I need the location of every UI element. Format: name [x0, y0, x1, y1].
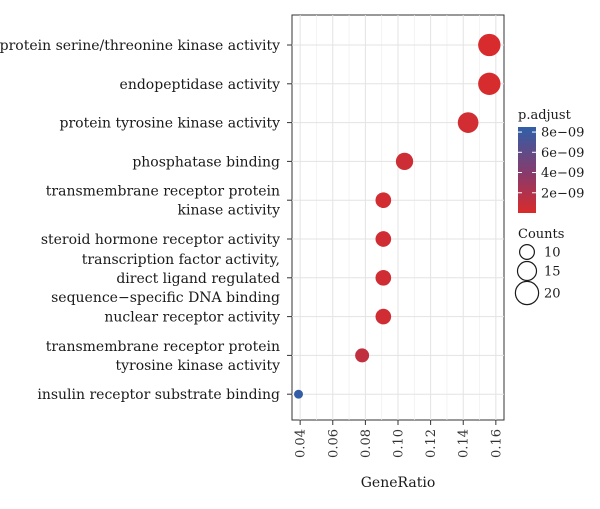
- data-points: [294, 33, 501, 399]
- data-point: [457, 112, 479, 133]
- size-legend-label: 15: [544, 265, 561, 280]
- data-point: [294, 389, 303, 399]
- x-axis-ticks: 0.04 0.06 0.08 0.10 0.12 0.14 0.16: [294, 420, 504, 458]
- category-label: kinase activity: [178, 203, 281, 219]
- x-gridlines: [299, 15, 497, 420]
- category-label: nuclear receptor activity: [104, 310, 280, 326]
- data-point: [395, 152, 414, 171]
- data-point: [478, 33, 501, 57]
- category-label: sequence−specific DNA binding: [51, 290, 280, 306]
- size-legend-label: 10: [544, 246, 561, 261]
- category-label: transcription factor activity,: [82, 252, 280, 268]
- category-label: endopeptidase activity: [120, 77, 281, 93]
- size-legend-circle: [518, 244, 535, 261]
- category-label: direct ligand regulated: [116, 271, 280, 287]
- x-tick-label: 0.12: [424, 429, 439, 458]
- category-label: phosphatase binding: [132, 154, 280, 170]
- data-point: [375, 231, 392, 247]
- category-label: steroid hormone receptor activity: [41, 232, 280, 248]
- color-bar-label: 8e−09: [541, 126, 584, 141]
- color-legend: p.adjust 8e−09 6e−09 4e−09 2e−09: [518, 108, 584, 213]
- category-labels: protein serine/threonine kinase activity…: [0, 38, 280, 403]
- data-point: [478, 72, 501, 95]
- size-legend-title: Counts: [518, 227, 564, 242]
- size-legend: Counts 10 15 20: [514, 227, 564, 306]
- category-label: transmembrane receptor protein: [46, 184, 280, 200]
- y-tick-marks: [287, 44, 292, 395]
- size-legend-items: 10 15 20: [514, 244, 561, 306]
- size-legend-label: 20: [544, 287, 561, 302]
- category-label: insulin receptor substrate binding: [37, 387, 280, 403]
- x-tick-label: 0.10: [392, 429, 407, 458]
- color-bar-label: 4e−09: [541, 166, 584, 181]
- x-tick-label: 0.16: [489, 429, 504, 458]
- x-tick-label: 0.14: [457, 429, 472, 458]
- x-tick-label: 0.08: [359, 429, 374, 458]
- x-axis-title: GeneRatio: [361, 475, 436, 491]
- color-bar-ticks: 8e−09 6e−09 4e−09 2e−09: [518, 126, 584, 201]
- color-bar-label: 6e−09: [541, 146, 584, 161]
- category-label: protein tyrosine kinase activity: [60, 116, 281, 132]
- size-legend-circle: [514, 280, 540, 306]
- color-legend-title: p.adjust: [518, 108, 572, 123]
- data-point: [375, 308, 392, 325]
- color-bar: [518, 127, 536, 213]
- x-tick-label: 0.06: [326, 429, 341, 458]
- category-label: tyrosine kinase activity: [115, 358, 280, 374]
- size-legend-circle: [516, 260, 538, 282]
- category-label: transmembrane receptor protein: [46, 339, 280, 355]
- data-point: [375, 192, 392, 209]
- x-tick-label: 0.04: [294, 429, 309, 458]
- category-label: protein serine/threonine kinase activity: [0, 38, 280, 54]
- data-point: [375, 269, 392, 286]
- data-point: [355, 348, 370, 363]
- color-bar-label: 2e−09: [541, 186, 584, 201]
